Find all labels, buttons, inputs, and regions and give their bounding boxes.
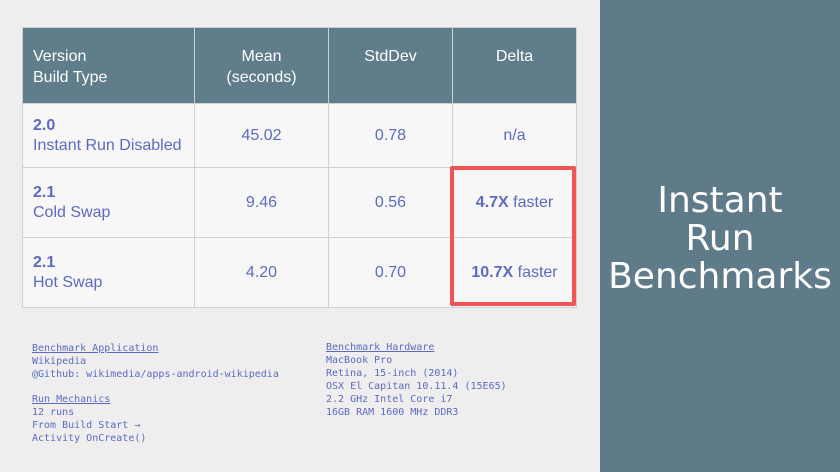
- cell-delta: n/a: [452, 103, 577, 168]
- slide-content: Version Build Type Mean (seconds) StdDev…: [22, 27, 577, 445]
- note-line: 16GB RAM 1600 MHz DDR3: [326, 407, 459, 418]
- note-line: @Github: wikimedia/apps-android-wikipedi…: [32, 369, 279, 380]
- table-row: 2.1 Hot Swap 4.20 0.70 10.7X faster: [22, 237, 577, 308]
- note-line: OSX El Capitan 10.11.4 (15E65): [326, 381, 507, 392]
- cell-stddev: 0.78: [328, 103, 453, 168]
- cell-version-build: 2.1 Cold Swap: [22, 167, 195, 238]
- cell-mean: 4.20: [194, 237, 329, 308]
- run-mechanics-heading: Run Mechanics: [32, 394, 111, 405]
- cell-version-build: 2.0 Instant Run Disabled: [22, 103, 195, 168]
- header-version-build-type: Version Build Type: [22, 27, 195, 104]
- note-line: 2.2 GHz Intel Core i7: [326, 394, 453, 405]
- delta-multiplier: 4.7X: [475, 193, 509, 211]
- header-version: Version: [33, 48, 87, 65]
- delta-highlight-box: [450, 166, 576, 306]
- delta-text: faster: [513, 263, 558, 281]
- delta-text: faster: [508, 193, 554, 211]
- title-line: Benchmarks: [608, 256, 832, 297]
- title-line: Instant: [657, 180, 783, 221]
- header-build-type: Build Type: [33, 69, 108, 86]
- version-number: 2.0: [33, 116, 56, 134]
- header-mean-label: Mean: [241, 48, 282, 65]
- note-line: MacBook Pro: [326, 355, 393, 366]
- benchmark-application-heading: Benchmark Application: [32, 343, 159, 354]
- header-mean-unit: (seconds): [226, 69, 297, 86]
- note-line: Wikipedia: [32, 356, 87, 367]
- benchmark-hardware-heading: Benchmark Hardware: [326, 342, 435, 353]
- table-row: 2.1 Cold Swap 9.46 0.56 4.7X faster: [22, 167, 577, 238]
- cell-delta: 10.7X faster: [452, 237, 577, 308]
- note-line: 12 runs: [32, 407, 75, 418]
- cell-stddev: 0.70: [328, 237, 453, 308]
- note-line: Activity OnCreate(): [32, 433, 147, 444]
- delta-text: n/a: [503, 126, 526, 144]
- cell-version-build: 2.1 Hot Swap: [22, 237, 195, 308]
- build-type: Instant Run Disabled: [33, 136, 182, 154]
- table-row: 2.0 Instant Run Disabled 45.02 0.78 n/a: [22, 103, 577, 168]
- cell-mean: 45.02: [194, 103, 329, 168]
- cell-stddev: 0.56: [328, 167, 453, 238]
- header-mean: Mean (seconds): [194, 27, 329, 104]
- header-stddev: StdDev: [328, 27, 453, 104]
- header-stddev-label: StdDev: [364, 48, 417, 65]
- title-panel: Instant Run Benchmarks: [600, 0, 840, 472]
- version-number: 2.1: [33, 253, 56, 271]
- benchmark-application-notes: Benchmark Application Wikipedia @Github:…: [32, 342, 279, 445]
- delta-multiplier: 10.7X: [471, 263, 514, 281]
- note-line: Retina, 15-inch (2014): [326, 368, 459, 379]
- version-number: 2.1: [33, 183, 56, 201]
- header-delta: Delta: [452, 27, 577, 104]
- benchmark-hardware-notes: Benchmark Hardware MacBook Pro Retina, 1…: [326, 341, 507, 419]
- cell-delta: 4.7X faster: [452, 167, 577, 238]
- cell-mean: 9.46: [194, 167, 329, 238]
- slide-title: Instant Run Benchmarks: [608, 182, 832, 296]
- build-type: Hot Swap: [33, 273, 103, 291]
- build-type: Cold Swap: [33, 203, 111, 221]
- note-line: From Build Start →: [32, 420, 141, 431]
- header-delta-label: Delta: [495, 48, 534, 65]
- benchmark-table: Version Build Type Mean (seconds) StdDev…: [22, 27, 577, 308]
- table-header-row: Version Build Type Mean (seconds) StdDev…: [22, 27, 577, 104]
- title-line: Run: [685, 218, 755, 259]
